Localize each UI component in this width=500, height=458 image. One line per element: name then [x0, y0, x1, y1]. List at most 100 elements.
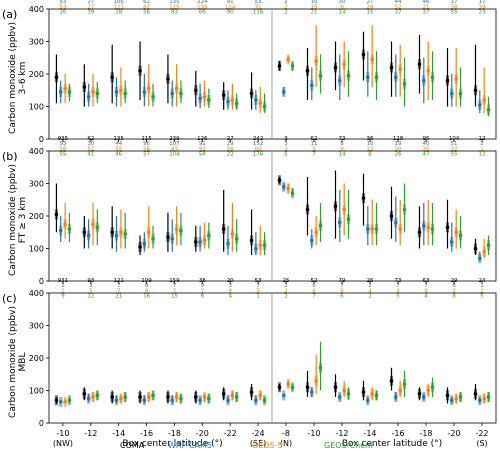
mean-point-wrf-cam5 [282, 90, 286, 94]
count-label: 21 [115, 294, 122, 300]
count-label: 2 [61, 288, 65, 294]
mean-point-geos-5 [426, 225, 431, 230]
count-label: 6 [201, 294, 205, 300]
count-label: 12 [87, 294, 94, 300]
count-label: 26 [59, 10, 66, 16]
count-label: 242 [253, 136, 264, 142]
panel-tag: (c) [2, 292, 17, 305]
count-label: 19 [395, 141, 402, 147]
count-label: 15 [171, 294, 178, 300]
mean-point-coma [82, 391, 87, 396]
mean-point-coma [333, 65, 338, 70]
count-label: 23 [479, 10, 486, 16]
count-label: 104 [449, 136, 460, 142]
count-label: 26 [395, 152, 402, 158]
count-label: 93 [59, 141, 66, 147]
count-label: 115 [141, 136, 152, 142]
mean-point-geos-5 [202, 395, 207, 399]
count-label: 29 [451, 278, 458, 284]
mean-point-geos-5 [482, 396, 487, 401]
mean-point-geos-chem [67, 227, 72, 231]
count-label: 6 [340, 294, 344, 300]
mean-point-wrf-cam5 [310, 390, 314, 394]
count-label: 3 [452, 288, 456, 294]
y-axis-label-sub: FT ≥ 3 km [18, 197, 28, 243]
mean-point-geos-5 [342, 62, 347, 67]
mean-point-wrf-cam5 [86, 233, 91, 238]
mean-point-geos-chem [486, 395, 491, 399]
count-label: 115 [169, 4, 180, 10]
count-label: 9 [201, 283, 205, 289]
mean-point-wrf-cam5 [450, 240, 454, 244]
count-label: 239 [169, 136, 180, 142]
mean-point-geos-5 [314, 59, 319, 63]
mean-point-coma [110, 230, 114, 235]
count-label: 2 [368, 294, 372, 300]
count-label: 91 [199, 141, 206, 147]
y-tick-label: 200 [29, 354, 44, 363]
mean-point-geos-5 [91, 90, 95, 94]
mean-point-coma [333, 204, 338, 209]
x-axis-label-right: Box center latitude (°) [342, 439, 442, 449]
mean-point-coma [166, 395, 170, 399]
mean-point-geos-5 [342, 388, 347, 393]
count-label: 9 [228, 288, 232, 294]
count-label: 931 [58, 278, 69, 284]
mean-point-wrf-cam5 [422, 78, 426, 83]
mean-point-coma [249, 390, 254, 394]
mean-point-geos-chem [318, 73, 323, 78]
count-label: 39 [479, 4, 486, 10]
count-label: 7 [424, 283, 428, 289]
mean-point-wrf-cam5 [226, 99, 230, 104]
count-label: 8 [340, 141, 344, 147]
count-label: 7 [340, 283, 344, 289]
count-label: 109 [141, 278, 152, 284]
mean-point-geos-5 [286, 382, 291, 386]
mean-point-geos-chem [123, 395, 127, 399]
mean-point-wrf-cam5 [394, 220, 398, 225]
mean-point-wrf-cam5 [226, 241, 230, 246]
count-label: 20 [227, 278, 234, 284]
mean-point-wrf-cam5 [450, 398, 454, 403]
mean-point-geos-chem [402, 81, 407, 86]
mean-point-geos-5 [91, 395, 95, 399]
mean-point-geos-5 [342, 207, 347, 212]
count-label: 58 [227, 146, 234, 152]
mean-point-geos-5 [258, 243, 263, 248]
count-label: 7 [117, 288, 121, 294]
mean-point-geos-chem [207, 233, 211, 238]
count-label: 52 [395, 4, 402, 10]
mean-point-geos-5 [63, 400, 67, 404]
mean-point-wrf-cam5 [170, 398, 175, 403]
mean-point-wrf-cam5 [366, 398, 370, 403]
mean-point-geos-chem [234, 101, 239, 106]
mean-point-geos-5 [454, 230, 459, 235]
mean-point-coma [110, 75, 114, 80]
mean-point-geos-chem [374, 75, 379, 80]
count-label: 135 [197, 4, 208, 10]
mean-point-wrf-cam5 [114, 398, 119, 403]
mean-point-coma [221, 227, 226, 231]
mean-point-geos-chem [234, 236, 239, 241]
mean-point-wrf-cam5 [58, 90, 63, 94]
mean-point-coma [138, 245, 142, 249]
count-label: 73 [395, 278, 402, 284]
y-tick-label: 300 [29, 322, 44, 331]
mean-point-geos-5 [202, 238, 207, 243]
mean-point-coma [54, 75, 59, 80]
x-tick-label: -22 [224, 429, 237, 438]
mean-point-coma [138, 395, 142, 399]
y-axis-label-sub: 3–6 km [18, 62, 28, 95]
count-label: 8 [452, 294, 456, 300]
count-label: 8 [145, 288, 149, 294]
count-label: 2 [480, 288, 484, 294]
panel-0: 0 100 200 300 400 Carbon monoxide (ppbv) 3–6 k… [2, 0, 497, 144]
count-label: 22 [227, 152, 234, 158]
count-label: 40 [423, 141, 430, 147]
mean-point-coma [277, 385, 282, 390]
y-tick-label: 0 [39, 135, 44, 144]
mean-point-geos-5 [119, 230, 123, 235]
mean-point-geos-chem [430, 75, 435, 80]
count-label: 159 [169, 278, 180, 284]
count-label: 62 [143, 0, 150, 5]
